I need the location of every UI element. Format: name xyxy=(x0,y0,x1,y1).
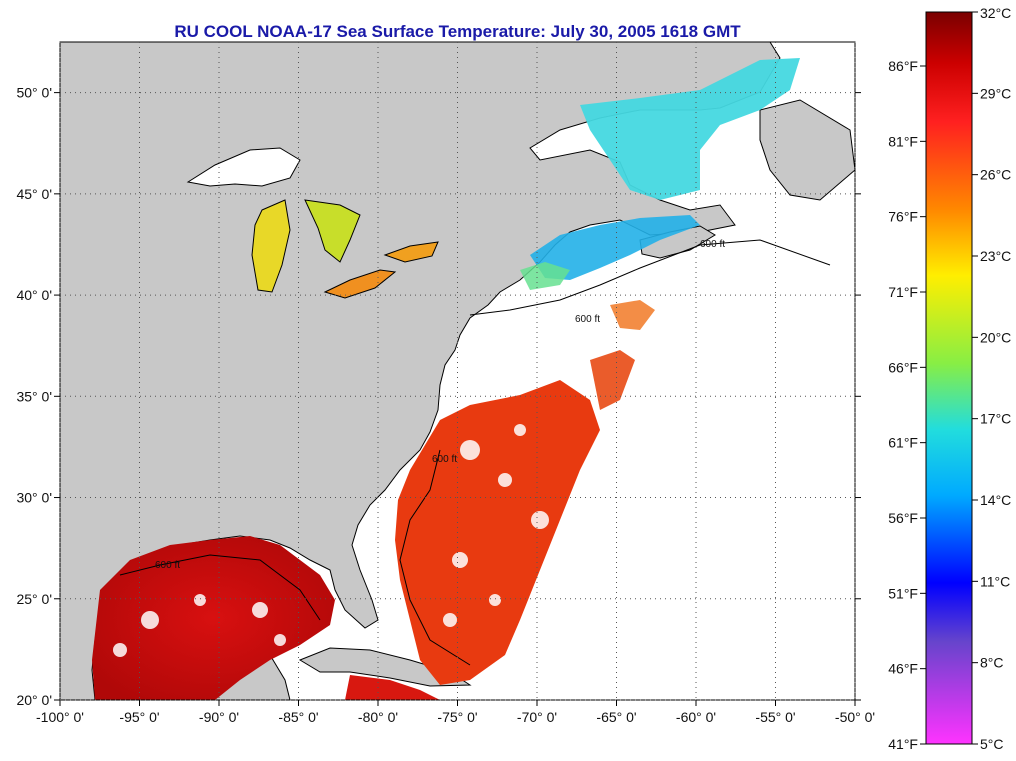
colorbar-celsius-label: 8°C xyxy=(980,655,1004,671)
lake-ontario xyxy=(383,241,439,263)
lat-tick-label: 20° 0' xyxy=(16,692,52,708)
sst-north-patch xyxy=(610,300,655,330)
colorbar-fahrenheit-label: 66°F xyxy=(888,359,918,375)
land-cuba xyxy=(298,647,472,687)
sst-bay-of-fundy xyxy=(530,215,700,280)
colorbar-celsius-label: 26°C xyxy=(980,167,1011,183)
isobath-600ft xyxy=(119,239,831,666)
colorbar-fahrenheit-label: 71°F xyxy=(888,284,918,300)
sst-caribbean xyxy=(345,675,440,700)
sst-gulf-st-lawrence xyxy=(580,58,800,200)
lat-tick-label: 35° 0' xyxy=(16,388,52,404)
cloud-speckle xyxy=(113,424,549,657)
colorbar-fahrenheit-label: 81°F xyxy=(888,133,918,149)
colorbar-celsius-label: 20°C xyxy=(980,329,1011,345)
map-title: RU COOL NOAA-17 Sea Surface Temperature:… xyxy=(174,22,741,41)
contour-label: 600 ft xyxy=(575,314,600,325)
lat-tick-label: 45° 0' xyxy=(16,186,52,202)
colorbar-celsius-label: 14°C xyxy=(980,492,1011,508)
colorbar-fahrenheit-label: 46°F xyxy=(888,661,918,677)
land-newfoundland xyxy=(759,99,855,201)
lon-tick-label: -70° 0' xyxy=(517,709,557,725)
lon-tick-label: -55° 0' xyxy=(755,709,795,725)
lon-tick-label: -65° 0' xyxy=(596,709,636,725)
contour-label: 600 ft xyxy=(432,454,457,465)
sst-gulf-stream xyxy=(395,380,600,685)
colorbar-celsius-label: 29°C xyxy=(980,85,1011,101)
lat-tick-label: 30° 0' xyxy=(16,490,52,506)
lat-tick-label: 50° 0' xyxy=(16,85,52,101)
colorbar-fahrenheit-label: 61°F xyxy=(888,435,918,451)
lake-michigan xyxy=(251,199,291,293)
colorbar-celsius-label: 32°C xyxy=(980,5,1011,21)
contour-label: 600 ft xyxy=(155,560,180,571)
lon-tick-label: -75° 0' xyxy=(437,709,477,725)
lake-superior xyxy=(186,147,301,187)
lat-tick-label: 25° 0' xyxy=(16,591,52,607)
colorbar-fahrenheit-label: 76°F xyxy=(888,209,918,225)
sst-offshore-patch xyxy=(590,350,635,410)
lon-tick-label: -90° 0' xyxy=(199,709,239,725)
colorbar-fahrenheit-label: 56°F xyxy=(888,510,918,526)
colorbar-celsius-label: 23°C xyxy=(980,248,1011,264)
colorbar xyxy=(925,11,973,745)
colorbar-fahrenheit-label: 41°F xyxy=(888,736,918,752)
land-north-america xyxy=(60,42,781,700)
contour-label: 600 ft xyxy=(700,239,725,250)
sst-gulf-of-mexico xyxy=(92,536,335,700)
lake-huron xyxy=(304,199,361,263)
sst-gulf-maine-green xyxy=(520,262,570,290)
lon-tick-label: -85° 0' xyxy=(278,709,318,725)
lon-tick-label: -80° 0' xyxy=(358,709,398,725)
lat-tick-label: 40° 0' xyxy=(16,287,52,303)
colorbar-celsius-label: 17°C xyxy=(980,411,1011,427)
colorbar-fahrenheit-label: 51°F xyxy=(888,585,918,601)
lon-tick-label: -50° 0' xyxy=(835,709,875,725)
colorbar-celsius-label: 11°C xyxy=(980,573,1010,589)
lon-tick-label: -60° 0' xyxy=(676,709,716,725)
colorbar-fahrenheit-label: 86°F xyxy=(888,58,918,74)
lon-tick-label: -95° 0' xyxy=(119,709,159,725)
colorbar-celsius-label: 5°C xyxy=(980,736,1004,752)
lon-tick-label: -100° 0' xyxy=(36,709,84,725)
